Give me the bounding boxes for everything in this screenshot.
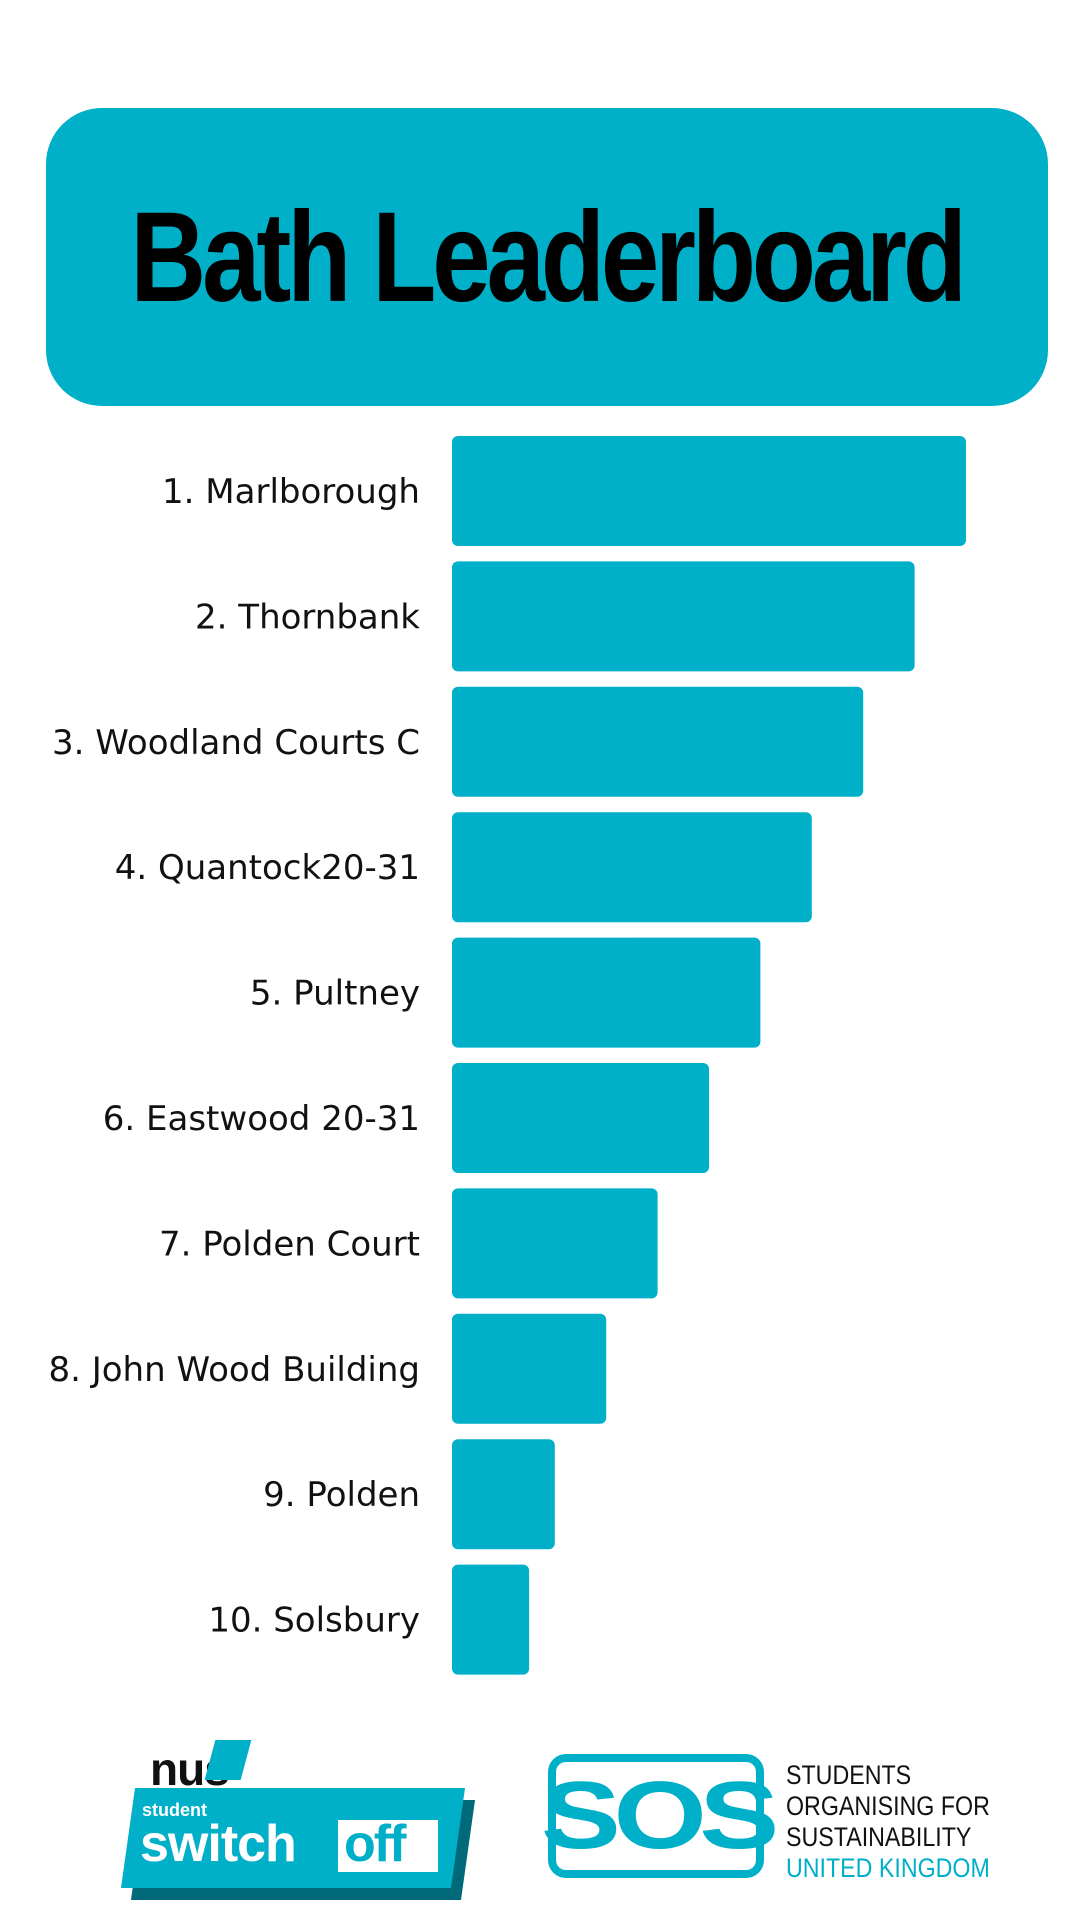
sos-line-3: SUSTAINABILITY: [786, 1822, 972, 1852]
bar-label-4: 4. Quantock20-31: [115, 848, 420, 888]
bar-5: [452, 937, 761, 1048]
bar-label-7: 7. Polden Court: [159, 1224, 420, 1264]
sos-tagline: STUDENTS ORGANISING FOR SUSTAINABILITY U…: [786, 1760, 990, 1884]
off-box: [338, 1820, 438, 1872]
switch-label: switch: [140, 1815, 297, 1873]
footer-logos: nus student switch off SOS STUDENTS ORGA…: [0, 1730, 1080, 1920]
off-label: off: [344, 1815, 406, 1873]
sos-line-2: ORGANISING FOR: [786, 1791, 990, 1821]
bar-9: [452, 1439, 555, 1550]
sos-line-4: UNITED KINGDOM: [786, 1853, 990, 1883]
bar-2: [452, 561, 915, 672]
bar-1: [452, 436, 966, 546]
bar-10: [452, 1564, 530, 1675]
bar-label-5: 5. Pultney: [250, 974, 420, 1014]
sos-inner: SOS: [541, 1762, 779, 1870]
sos-wordmark: SOS: [540, 1762, 779, 1869]
title-banner: Bath Leaderboard: [46, 108, 1048, 406]
student-label: student: [142, 1800, 207, 1820]
leaderboard-chart: 1. Marlborough 2. Thornbank 3. Woodland Co…: [48, 436, 966, 1675]
bar-4: [452, 812, 812, 923]
sos-logo: SOS: [541, 1754, 779, 1878]
bar-label-9: 9. Polden: [263, 1475, 420, 1515]
bar-label-2: 2. Thornbank: [195, 597, 420, 637]
bar-6: [452, 1063, 709, 1173]
bar-7: [452, 1188, 658, 1299]
bar-8: [452, 1313, 607, 1424]
bar-3: [452, 686, 864, 797]
bar-label-10: 10. Solsbury: [208, 1601, 420, 1641]
page-title: Bath Leaderboard: [130, 185, 968, 329]
bar-label-1: 1. Marlborough: [162, 472, 420, 512]
bar-label-3: 3. Woodland Courts C: [52, 723, 420, 763]
bar-label-6: 6. Eastwood 20-31: [103, 1099, 420, 1139]
sos-line-1: STUDENTS: [786, 1760, 912, 1790]
bar-label-8: 8. John Wood Building: [48, 1350, 420, 1390]
